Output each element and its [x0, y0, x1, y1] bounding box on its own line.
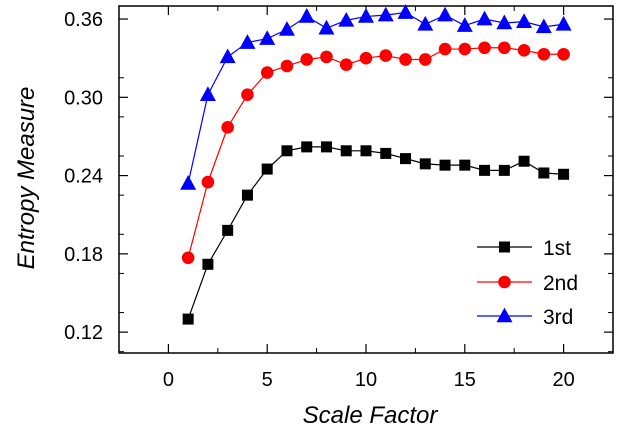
data-point-3rd — [456, 17, 473, 32]
data-point-2nd — [241, 88, 254, 102]
data-point-2nd — [201, 175, 215, 189]
data-point-2nd — [221, 121, 234, 134]
y-tick-label: 0.18 — [64, 244, 103, 266]
data-point-3rd — [358, 8, 374, 23]
y-axis-title: Entropy Measure — [13, 87, 40, 270]
data-point-3rd — [298, 8, 315, 23]
data-point-1st — [360, 145, 372, 157]
data-point-1st — [202, 258, 214, 270]
legend-marker — [498, 275, 511, 289]
data-point-3rd — [535, 18, 552, 34]
data-point-2nd — [339, 58, 353, 72]
data-point-1st — [459, 159, 471, 171]
data-point-2nd — [458, 42, 472, 56]
legend-label: 1st — [543, 237, 571, 260]
data-point-3rd — [318, 19, 335, 35]
data-point-1st — [301, 141, 313, 153]
data-point-3rd — [555, 15, 572, 31]
y-tick-label: 0.36 — [64, 9, 103, 31]
data-point-3rd — [417, 15, 434, 31]
data-point-2nd — [517, 44, 531, 57]
data-point-2nd — [280, 59, 294, 73]
data-point-2nd — [399, 53, 412, 66]
data-point-1st — [340, 145, 352, 157]
data-point-3rd — [259, 30, 276, 45]
legend-marker — [499, 241, 510, 253]
data-point-1st — [558, 168, 570, 180]
data-point-2nd — [438, 42, 452, 56]
y-tick-label: 0.24 — [64, 166, 103, 188]
x-tick-label: 10 — [355, 369, 377, 391]
axis-ticks: 0 5 10 15 20 0.12 0.18 0.24 0.30 0.36 — [64, 6, 613, 391]
x-tick-label: 15 — [454, 369, 476, 391]
data-point-1st — [518, 155, 530, 167]
data-point-1st — [281, 145, 293, 157]
data-point-2nd — [418, 53, 432, 66]
legend-label: 3rd — [543, 306, 573, 329]
y-tick-label: 0.12 — [64, 322, 103, 344]
data-point-1st — [498, 164, 510, 176]
data-point-1st — [261, 163, 273, 175]
data-point-3rd — [516, 13, 533, 28]
data-point-3rd — [476, 10, 493, 26]
data-point-3rd — [219, 48, 236, 64]
data-point-3rd — [437, 6, 454, 22]
data-point-2nd — [300, 53, 314, 66]
data-point-2nd — [537, 47, 551, 61]
x-axis-title: Scale Factor — [303, 402, 439, 429]
data-point-2nd — [181, 251, 195, 265]
data-point-1st — [439, 159, 451, 171]
data-point-1st — [538, 167, 550, 179]
data-point-1st — [380, 147, 392, 159]
series-line-2nd — [187, 47, 564, 258]
data-point-3rd — [180, 175, 197, 190]
data-point-1st — [222, 224, 234, 236]
data-point-1st — [419, 158, 431, 170]
data-point-1st — [320, 141, 332, 153]
x-tick-label: 20 — [552, 369, 574, 391]
data-point-2nd — [260, 66, 274, 79]
data-point-2nd — [478, 41, 491, 55]
data-point-2nd — [359, 51, 373, 65]
data-point-3rd — [278, 21, 295, 36]
legend-label: 2nd — [543, 272, 578, 295]
data-point-1st — [400, 153, 412, 165]
x-tick-label: 5 — [262, 369, 273, 391]
legend: 1st 2nd 3rd — [477, 237, 578, 329]
data-point-1st — [182, 313, 194, 325]
data-point-3rd — [397, 4, 414, 19]
data-point-3rd — [377, 6, 394, 22]
data-point-1st — [241, 189, 253, 201]
x-tick-label: 0 — [163, 369, 174, 391]
data-point-3rd — [338, 11, 355, 27]
data-point-2nd — [320, 50, 333, 64]
legend-marker — [496, 307, 513, 323]
data-point-3rd — [199, 86, 216, 102]
y-tick-label: 0.30 — [64, 87, 103, 109]
series-markers — [180, 4, 572, 325]
data-point-3rd — [496, 14, 513, 30]
data-point-1st — [479, 164, 491, 176]
data-point-3rd — [239, 34, 256, 49]
data-point-2nd — [379, 49, 393, 62]
data-point-2nd — [498, 41, 511, 55]
data-point-2nd — [557, 47, 570, 61]
